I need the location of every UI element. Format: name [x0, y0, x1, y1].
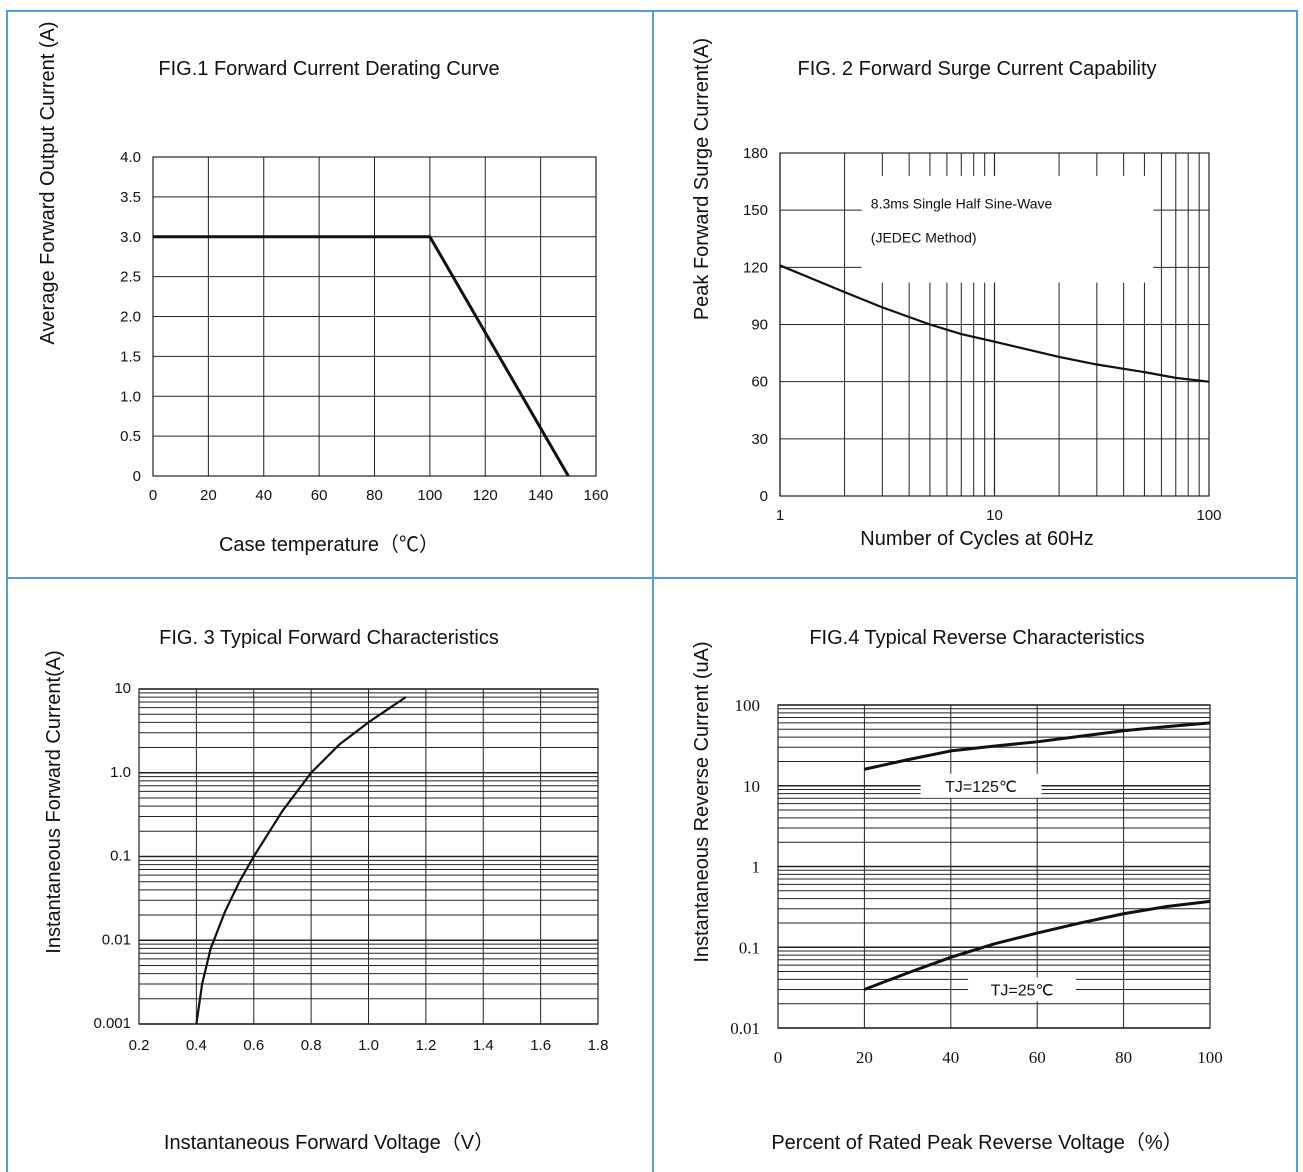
chart-title: FIG. 3 Typical Forward Characteristics: [159, 627, 499, 649]
x-tick-label: 160: [583, 487, 608, 504]
chart-plot: 0.2 0.4 0.6 0.8 1.0 1.2 1.4 1.6 1.8 0.001 0.01 0.1 1…: [93, 680, 609, 1054]
x-tick-label: 1: [776, 507, 784, 524]
plot-frame: [138, 688, 599, 1025]
x-tick-label: 1.0: [358, 1037, 379, 1054]
x-tick-label: 1.8: [588, 1037, 609, 1054]
annotation-box: [861, 175, 1154, 283]
border-right: [1296, 10, 1298, 1172]
y-tick-label: 3.0: [120, 229, 141, 246]
panel-fig3: FIG. 3 Typical Forward Characteristics I…: [6, 579, 652, 1154]
x-tick-label: 80: [366, 487, 383, 504]
x-axis-label: Percent of Rated Peak Reverse Voltage（%）: [771, 1132, 1183, 1154]
x-tick-label: 60: [1029, 1048, 1046, 1067]
plot-frame: [777, 704, 1211, 1029]
y-tick-label: 1.5: [120, 348, 141, 365]
x-axis-label: Case temperature（℃）: [218, 534, 440, 556]
x-tick-label: 0.4: [186, 1037, 207, 1054]
x-tick-label: 0.2: [129, 1037, 150, 1054]
y-tick-label: 1: [752, 858, 761, 877]
y-tick-label: 0.01: [730, 1019, 760, 1038]
x-axis-label: Instantaneous Forward Voltage（V）: [163, 1132, 495, 1154]
y-tick-label: 1.0: [120, 388, 141, 405]
series-line: [863, 899, 1211, 991]
panel-fig2: FIG. 2 Forward Surge Current Capability …: [654, 10, 1300, 577]
y-tick-label: 4.0: [120, 149, 141, 166]
x-tick-label: 80: [1115, 1048, 1132, 1067]
annotation-text: (JEDEC Method): [871, 230, 977, 246]
x-tick-label: 20: [856, 1048, 873, 1067]
y-tick-label: 90: [751, 317, 768, 334]
plot-frame: [779, 152, 1210, 497]
series-label: TJ=125℃: [945, 779, 1017, 796]
chart-title: FIG.1 Forward Current Derating Curve: [158, 58, 500, 80]
series-line: [195, 696, 407, 1025]
plot-frame: [152, 156, 597, 477]
chart-plot: 0 20 40 60 80 100 120 140 160 0 0.5 1.0 1.5 2.0 2.5 3.0…: [120, 149, 608, 504]
y-tick-label: 0.1: [739, 938, 760, 957]
series-label: TJ=25℃: [991, 982, 1054, 999]
y-tick-label: 100: [735, 696, 761, 715]
x-tick-label: 100: [1196, 507, 1221, 524]
y-tick-label: 0.01: [102, 931, 131, 948]
x-tick-label: 10: [986, 507, 1003, 524]
annotation-text: 8.3ms Single Half Sine-Wave: [871, 195, 1053, 211]
x-tick-label: 140: [528, 487, 553, 504]
chart-title: FIG. 2 Forward Surge Current Capability: [797, 58, 1157, 80]
chart-plot: 0 20 40 60 80 100 0.01 0.1 1 10 100 TJ=125℃ TJ=25℃: [730, 696, 1223, 1067]
x-tick-label: 20: [200, 487, 217, 504]
y-tick-label: 60: [751, 374, 768, 391]
y-tick-label: 0.5: [120, 428, 141, 445]
x-tick-label: 1.2: [415, 1037, 436, 1054]
x-tick-label: 0.6: [243, 1037, 264, 1054]
chart-plot: 8.3ms Single Half Sine-Wave (JEDEC Method…: [743, 145, 1222, 524]
series-label-box: [968, 977, 1077, 1002]
x-tick-label: 1.6: [530, 1037, 551, 1054]
x-tick-label: 1.4: [473, 1037, 494, 1054]
x-tick-label: 0.8: [301, 1037, 322, 1054]
series-line: [153, 235, 570, 477]
series-line: [779, 264, 1210, 383]
y-tick-label: 0: [760, 488, 768, 505]
x-tick-label: 40: [942, 1048, 959, 1067]
y-tick-label: 0.001: [93, 1015, 131, 1032]
x-tick-label: 60: [311, 487, 328, 504]
y-tick-label: 120: [743, 259, 768, 276]
figure-grid: FIG.1 Forward Current Derating Curve Ave…: [6, 10, 1298, 1172]
y-tick-label: 3.5: [120, 189, 141, 206]
y-tick-label: 30: [751, 431, 768, 448]
y-tick-label: 10: [743, 777, 760, 796]
divider-vertical: [652, 10, 654, 1172]
x-tick-label: 100: [417, 487, 442, 504]
panel-fig4: FIG.4 Typical Reverse Characteristics In…: [654, 579, 1300, 1154]
series-label-box: [920, 773, 1042, 798]
x-tick-label: 40: [255, 487, 272, 504]
border-left: [6, 10, 8, 1172]
y-tick-label: 0.1: [110, 848, 131, 865]
panel-fig1: FIG.1 Forward Current Derating Curve Ave…: [6, 10, 652, 577]
x-tick-label: 120: [473, 487, 498, 504]
series-line: [864, 721, 1211, 771]
x-tick-label: 0: [149, 487, 157, 504]
y-tick-label: 2.0: [120, 309, 141, 326]
y-tick-label: 2.5: [120, 269, 141, 286]
divider-horizontal: [6, 577, 1298, 579]
y-tick-label: 1.0: [110, 764, 131, 781]
x-tick-label: 0: [774, 1048, 783, 1067]
y-tick-label: 150: [743, 202, 768, 219]
chart-title: FIG.4 Typical Reverse Characteristics: [809, 627, 1145, 649]
y-tick-label: 0: [133, 468, 141, 485]
y-tick-label: 180: [743, 145, 768, 162]
x-axis-label: Number of Cycles at 60Hz: [860, 528, 1094, 550]
y-tick-label: 10: [114, 680, 131, 697]
x-tick-label: 100: [1197, 1048, 1223, 1067]
